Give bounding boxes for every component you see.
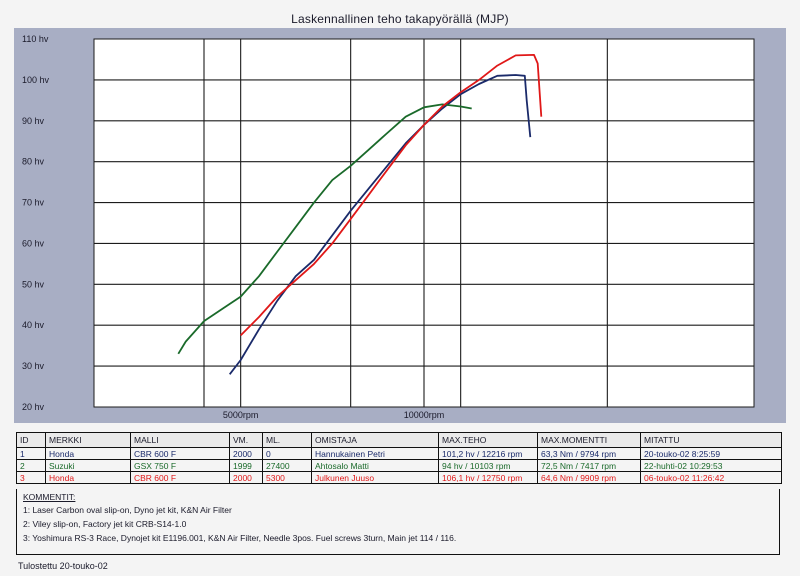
col-measured: MITATTU [640,432,782,448]
col-max-power: MAX.TEHO [438,432,538,448]
series-line-1 [228,74,532,375]
table-cell: GSX 750 F [130,459,230,472]
table-cell: 94 hv / 10103 rpm [438,459,538,472]
col-id: ID [16,432,46,448]
comments-title: KOMMENTIT: [23,492,76,502]
x-tick-label: 5000rpm [223,410,259,420]
table-cell: Hannukainen Petri [311,447,439,460]
table-cell: 72,5 Nm / 7417 rpm [537,459,641,472]
table-cell: 5300 [262,471,312,484]
col-year: VM. [229,432,263,448]
table-cell: Honda [45,471,131,484]
table-cell: 1 [16,447,46,460]
table-row: 3 Honda CBR 600 F 2000 5300 Julkunen Juuso 106… [16,471,782,484]
power-chart: 20 hv 30 hv 40 hv 50 hv 60 hv 70 hv 80 hv 90 hv… [22,34,755,420]
y-tick-label: 70 hv [22,198,45,208]
comment-2: 2: Viley slip-on, Factory jet kit CRB-S1… [23,519,187,529]
table-cell: CBR 600 F [130,471,230,484]
y-tick-label: 50 hv [22,279,45,289]
table-cell: 64,6 Nm / 9909 rpm [537,471,641,484]
y-tick-label: 60 hv [22,238,45,248]
table-cell: 22-huhti-02 10:29:53 [640,459,782,472]
chart-title: Laskennallinen teho takapyörällä (MJP) [291,12,509,26]
table-cell: Suzuki [45,459,131,472]
comments-box: KOMMENTIT: 1: Laser Carbon oval slip-on,… [16,489,780,555]
series-line-3 [240,53,543,337]
y-tick-label: 80 hv [22,157,45,167]
table-cell: 0 [262,447,312,460]
y-tick-label: 110 hv [22,34,49,44]
table-cell: 1999 [229,459,263,472]
table-cell: CBR 600 F [130,447,230,460]
table-cell: 3 [16,471,46,484]
y-tick-label: 40 hv [22,320,45,330]
comment-3: 3: Yoshimura RS-3 Race, Dynojet kit E119… [23,533,457,543]
dyno-results-table: ID MERKKI MALLI VM. ML. OMISTAJA MAX.TEH… [16,432,782,484]
table-cell: 20-touko-02 8:25:59 [640,447,782,460]
table-cell: 2000 [229,447,263,460]
comment-1: 1: Laser Carbon oval slip-on, Dyno jet k… [23,505,232,515]
col-mileage: ML. [262,432,312,448]
table-cell: 2000 [229,471,263,484]
table-cell: Ahtosalo Matti [311,459,439,472]
y-tick-label: 90 hv [22,116,45,126]
table-cell: Julkunen Juuso [311,471,439,484]
table-row: 2 Suzuki GSX 750 F 1999 27400 Ahtosalo Matti 9… [16,459,782,472]
col-max-torque: MAX.MOMENTTI [537,432,641,448]
printed-date: Tulostettu 20-touko-02 [18,561,108,571]
x-tick-label: 10000rpm [404,410,445,420]
chart-frame: 20 hv 30 hv 40 hv 50 hv 60 hv 70 hv 80 hv 90 hv… [14,28,786,423]
col-model: MALLI [130,432,230,448]
table-cell: Honda [45,447,131,460]
col-owner: OMISTAJA [311,432,439,448]
col-brand: MERKKI [45,432,131,448]
y-tick-label: 100 hv [22,75,50,85]
table-cell: 101,2 hv / 12216 rpm [438,447,538,460]
table-cell: 2 [16,459,46,472]
table-cell: 63,3 Nm / 9794 rpm [537,447,641,460]
table-cell: 06-touko-02 11:26:42 [640,471,782,484]
table-header-row: ID MERKKI MALLI VM. ML. OMISTAJA MAX.TEH… [16,432,782,448]
series-line-2 [177,103,472,355]
y-tick-label: 30 hv [22,361,45,371]
table-cell: 27400 [262,459,312,472]
y-tick-label: 20 hv [22,402,45,412]
table-row: 1 Honda CBR 600 F 2000 0 Hannukainen Petri 101… [16,447,782,460]
table-cell: 106,1 hv / 12750 rpm [438,471,538,484]
